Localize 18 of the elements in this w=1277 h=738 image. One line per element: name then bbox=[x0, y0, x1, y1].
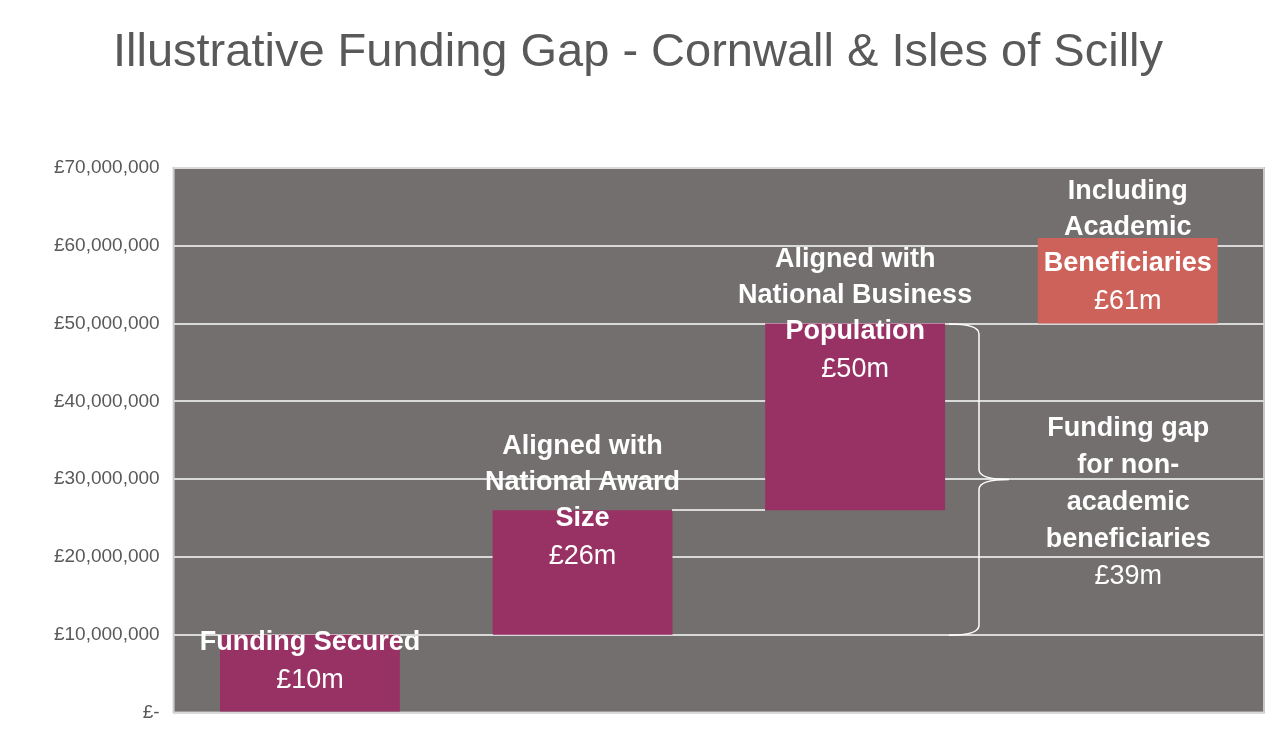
data-label: £26m bbox=[548, 539, 617, 570]
y-tick-label: £20,000,000 bbox=[53, 545, 160, 567]
y-tick-label: £40,000,000 bbox=[53, 389, 160, 411]
y-tick-label: £- bbox=[142, 700, 160, 722]
y-tick-label: £60,000,000 bbox=[53, 234, 160, 256]
y-tick-label: £50,000,000 bbox=[53, 311, 160, 333]
data-label: £61m bbox=[1093, 285, 1162, 316]
chart-title: Illustrative Funding Gap - Cornwall & Isles of Scilly bbox=[111, 22, 1165, 78]
annotation: £39m bbox=[1093, 559, 1163, 593]
x-tick-label: Including Academic Beneficiaries bbox=[1043, 175, 1212, 278]
x-tick-label: Funding Secured bbox=[199, 626, 421, 657]
y-tick-label: £70,000,000 bbox=[53, 156, 160, 178]
data-label: £10m bbox=[276, 664, 344, 695]
y-tick-label: £30,000,000 bbox=[53, 467, 160, 489]
annotation: Funding gap for non-academic beneficiaries bbox=[1044, 411, 1212, 556]
data-label: £50m bbox=[821, 353, 889, 384]
x-tick-label: Aligned with National Business Population bbox=[738, 243, 973, 346]
y-tick-label: £10,000,000 bbox=[53, 623, 160, 645]
